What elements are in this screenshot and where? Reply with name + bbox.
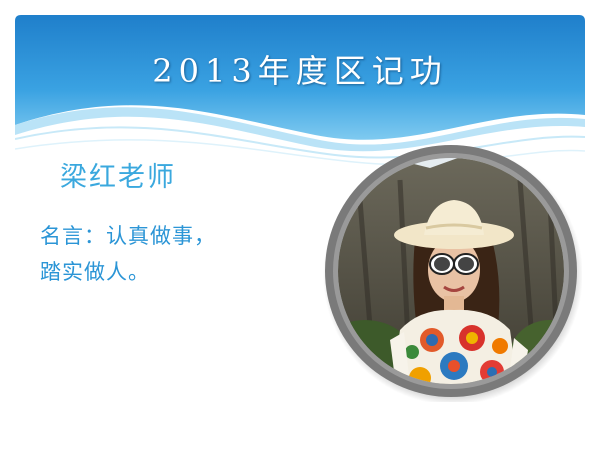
portrait-image (323, 145, 582, 402)
slide-title: 2013年度区记功 (152, 52, 448, 90)
portrait-photo (320, 140, 582, 402)
header-banner (15, 15, 585, 170)
motto-line-1: 名言：认真做事， (40, 224, 216, 248)
teacher-name: 梁红老师 (60, 162, 176, 193)
motto-line-2: 踏实做人。 (40, 260, 150, 284)
motto: 名言：认真做事， 踏实做人。 (40, 218, 290, 290)
wave-decoration (15, 15, 585, 166)
